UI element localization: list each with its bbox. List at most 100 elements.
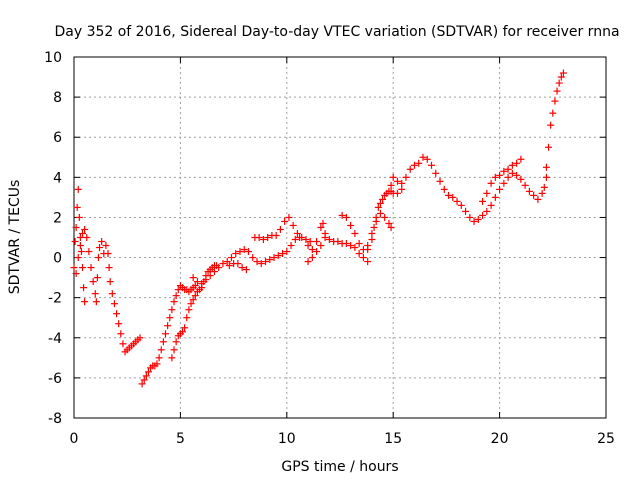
- data-point: [240, 246, 248, 254]
- data-point: [215, 264, 223, 272]
- data-point: [162, 330, 170, 338]
- data-point: [440, 185, 448, 193]
- data-point: [347, 221, 355, 229]
- data-point: [166, 314, 174, 322]
- data-point: [198, 280, 206, 288]
- data-point: [281, 217, 289, 225]
- data-point: [172, 338, 180, 346]
- data-point: [105, 264, 113, 272]
- data-point: [223, 258, 231, 266]
- data-point: [317, 242, 325, 250]
- data-point: [487, 201, 495, 209]
- data-point: [92, 298, 100, 306]
- data-point: [102, 242, 110, 250]
- data-point: [189, 274, 197, 282]
- data-point: [227, 254, 235, 262]
- data-point: [306, 238, 314, 246]
- data-point: [255, 234, 263, 241]
- data-point: [376, 199, 384, 207]
- data-point: [283, 248, 291, 256]
- data-point: [73, 203, 81, 211]
- data-point: [117, 330, 125, 338]
- data-point: [504, 165, 512, 173]
- data-point: [74, 254, 82, 262]
- data-point: [385, 219, 393, 227]
- data-point: [234, 260, 242, 268]
- data-point: [202, 276, 210, 284]
- data-point: [551, 97, 559, 105]
- data-point: [259, 236, 267, 244]
- data-point: [191, 292, 199, 300]
- data-point: [359, 254, 367, 262]
- data-point: [457, 201, 465, 209]
- x-tick-label: 20: [491, 431, 509, 447]
- data-point: [449, 193, 457, 201]
- data-point: [517, 155, 525, 163]
- data-point: [266, 256, 274, 264]
- y-tick-label: -2: [48, 291, 62, 307]
- data-point: [355, 240, 363, 248]
- data-point: [85, 248, 93, 256]
- data-point: [479, 211, 487, 219]
- data-point: [170, 346, 178, 354]
- data-point: [72, 270, 80, 278]
- data-point: [470, 217, 478, 225]
- data-point: [291, 236, 299, 244]
- x-tick-label: 0: [70, 431, 79, 447]
- data-point: [368, 229, 376, 237]
- data-point: [94, 254, 102, 262]
- data-point: [500, 179, 508, 187]
- data-point: [491, 173, 499, 181]
- data-point: [432, 169, 440, 177]
- data-point: [521, 181, 529, 189]
- x-axis-label: GPS time / hours: [281, 459, 398, 475]
- data-point: [181, 324, 189, 332]
- data-point: [381, 213, 389, 221]
- data-point: [98, 238, 106, 246]
- data-point: [500, 167, 508, 175]
- data-point: [479, 197, 487, 205]
- data-point: [317, 223, 325, 231]
- data-point: [466, 213, 474, 221]
- data-point: [445, 191, 453, 199]
- data-point: [189, 296, 197, 304]
- data-point: [206, 272, 214, 280]
- data-point: [244, 248, 252, 256]
- data-point: [559, 69, 567, 77]
- data-point: [545, 143, 553, 151]
- data-point: [393, 189, 401, 197]
- data-point: [398, 179, 406, 187]
- data-point: [508, 169, 516, 177]
- data-point: [428, 161, 436, 169]
- data-point: [140, 376, 148, 384]
- data-point: [264, 234, 272, 241]
- data-point: [168, 354, 176, 362]
- data-point: [540, 183, 548, 191]
- chart-title: Day 352 of 2016, Sidereal Day-to-day VTE…: [54, 24, 619, 40]
- x-tick-label: 15: [384, 431, 402, 447]
- data-point: [172, 292, 180, 300]
- data-point: [249, 254, 257, 262]
- data-point: [144, 368, 152, 376]
- data-point: [75, 213, 83, 221]
- data-point: [81, 225, 89, 233]
- data-point: [136, 334, 144, 342]
- data-point: [410, 161, 418, 169]
- y-tick-label: 4: [53, 170, 62, 186]
- data-point: [419, 153, 427, 161]
- data-point: [170, 298, 178, 306]
- data-point: [187, 300, 195, 308]
- data-point: [549, 109, 557, 117]
- data-point: [462, 207, 470, 215]
- x-tick-label: 10: [278, 431, 296, 447]
- data-point: [168, 306, 176, 314]
- data-point: [276, 225, 284, 233]
- data-point: [325, 236, 333, 244]
- data-point: [321, 234, 329, 241]
- data-point: [179, 328, 187, 336]
- data-point: [406, 165, 414, 173]
- data-point: [547, 121, 555, 129]
- x-tick-label: 25: [597, 431, 615, 447]
- data-point: [183, 314, 191, 322]
